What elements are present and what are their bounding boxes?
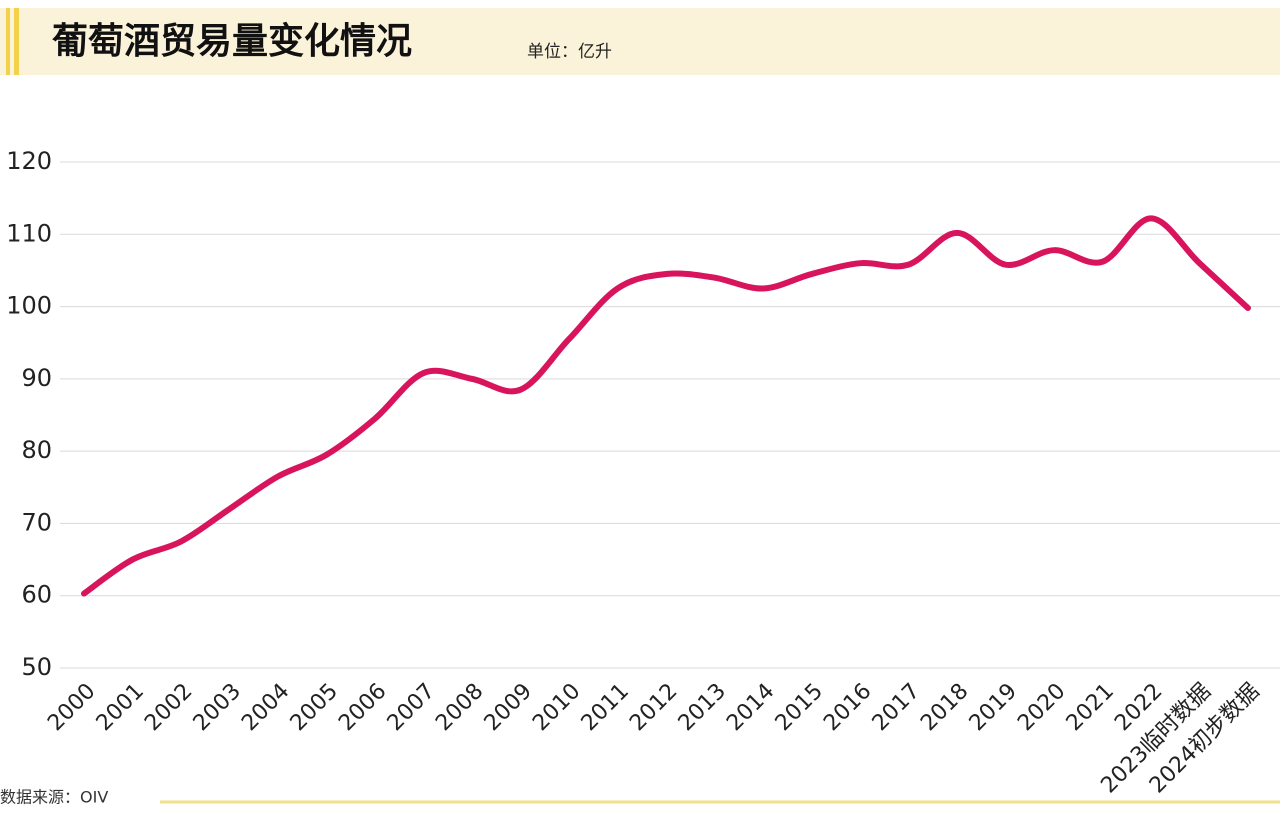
y-tick-label: 90 (21, 364, 52, 392)
x-tick-label: 2002 (140, 679, 197, 736)
x-tick-label: 2014 (722, 679, 779, 736)
x-tick-label: 2007 (383, 679, 440, 736)
chart-subtitle: 单位：亿升 (527, 42, 612, 62)
title-stripe (6, 8, 10, 75)
y-tick-label: 60 (21, 581, 52, 609)
x-tick-label: 2011 (577, 679, 634, 736)
y-tick-label: 70 (21, 508, 52, 536)
x-tick-label: 2012 (625, 679, 682, 736)
title-band (0, 8, 1280, 75)
x-tick-label: 2017 (868, 679, 925, 736)
x-tick-label: 2013 (674, 679, 731, 736)
x-tick-label: 2001 (92, 679, 149, 736)
x-tick-label: 2009 (480, 679, 537, 736)
y-tick-label: 120 (6, 147, 52, 175)
x-tick-label: 2020 (1013, 679, 1070, 736)
x-tick-label: 2015 (771, 679, 828, 736)
x-tick-label: 2000 (43, 679, 100, 736)
x-tick-label: 2019 (965, 679, 1022, 736)
x-tick-label: 2021 (1062, 679, 1119, 736)
x-tick-label: 2005 (286, 679, 343, 736)
x-tick-label: 2006 (334, 679, 391, 736)
x-tick-label: 2003 (189, 679, 246, 736)
title-stripe (14, 8, 19, 75)
chart-title: 葡萄酒贸易量变化情况 (52, 20, 412, 62)
x-tick-label: 2008 (431, 679, 488, 736)
y-tick-label: 80 (21, 436, 52, 464)
source: 数据来源：OIV (0, 788, 108, 807)
data-line (81, 215, 1251, 597)
x-tick-label: 2010 (528, 679, 585, 736)
y-tick-label: 100 (6, 292, 52, 320)
y-tick-label: 110 (6, 219, 52, 247)
y-tick-label: 50 (21, 653, 52, 681)
x-tick-label: 2004 (237, 679, 294, 736)
x-tick-label: 2016 (819, 679, 876, 736)
x-tick-label: 2018 (916, 679, 973, 736)
